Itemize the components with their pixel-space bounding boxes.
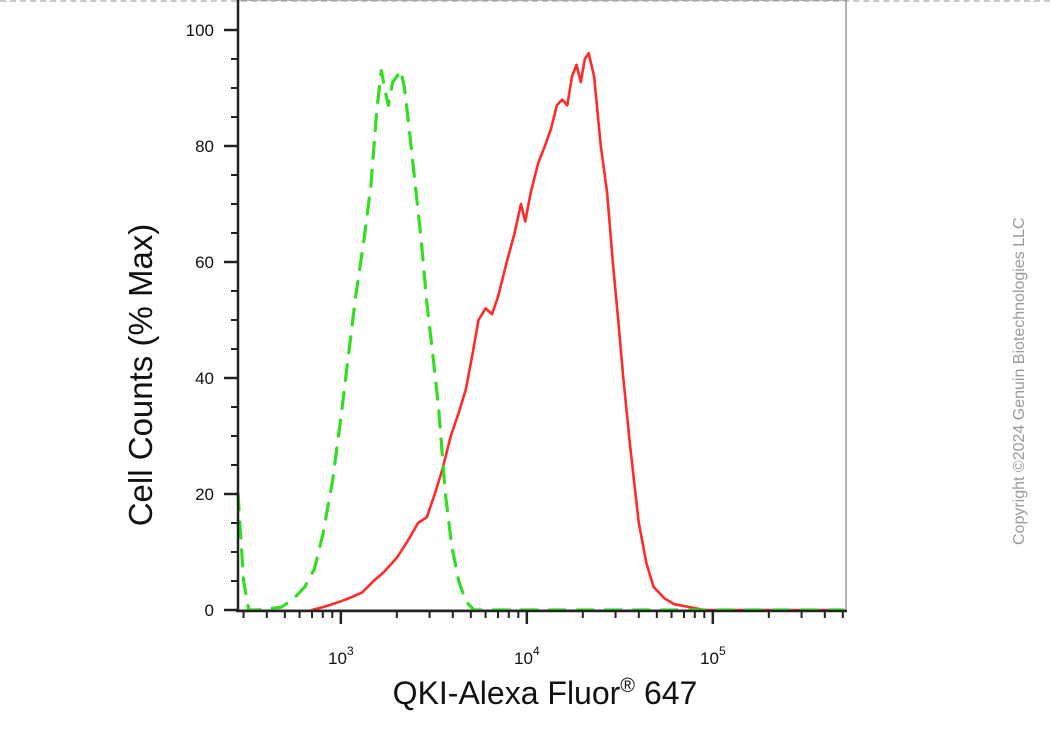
x-axis-label-main: QKI-Alexa Fluor xyxy=(393,675,621,711)
y-tick-label: 100 xyxy=(186,21,214,40)
y-tick-label: 40 xyxy=(195,369,214,388)
top-border-dashed xyxy=(0,0,1050,2)
y-axis-label: Cell Counts (% Max) xyxy=(122,224,159,527)
plot-frame xyxy=(237,0,847,611)
y-tick-label: 60 xyxy=(195,253,214,272)
x-axis-label-suffix: 647 xyxy=(635,675,697,711)
y-tick-label: 20 xyxy=(195,485,214,504)
x-tick-label: 104 xyxy=(514,644,540,668)
y-axis-ticks: 0 20 40 60 80 100 xyxy=(186,21,238,620)
series-line-solid-red xyxy=(310,51,845,612)
y-tick-label: 80 xyxy=(195,137,214,156)
x-tick-label: 105 xyxy=(700,644,726,668)
x-axis-label: QKI-Alexa Fluor® 647 xyxy=(393,675,698,711)
x-axis-ticks: 103 104 105 xyxy=(242,611,844,668)
series-layer xyxy=(236,51,845,612)
y-tick-label: 0 xyxy=(205,601,214,620)
x-tick-label: 103 xyxy=(328,644,354,668)
copyright-watermark: Copyright ©2024 Genuin Biotechnologies L… xyxy=(1011,217,1028,545)
x-axis-label-superscript: ® xyxy=(620,675,635,697)
series-line-dashed-green xyxy=(236,69,845,612)
